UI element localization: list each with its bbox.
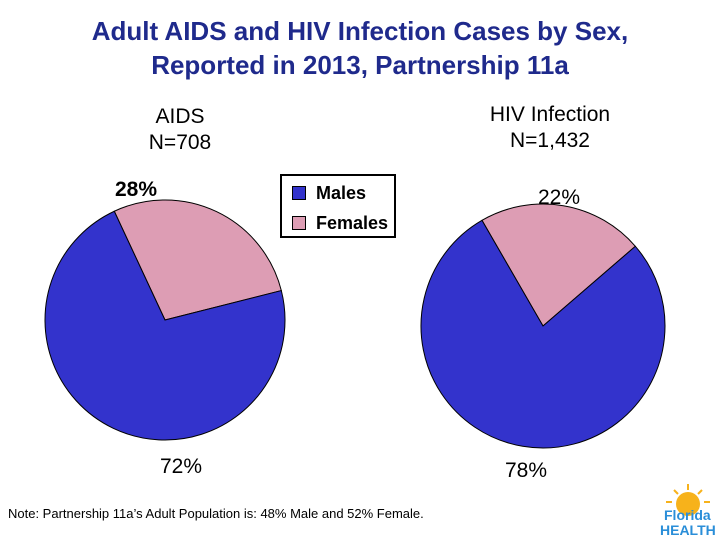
hiv-females-pct: 22%: [538, 186, 581, 209]
legend: Males Females: [280, 174, 396, 238]
title-line-2: Reported in 2013, Partnership 11a: [151, 50, 569, 80]
aids-slice-females: [113, 199, 282, 321]
florida-health-logo-icon: [666, 484, 710, 516]
aids-females-pct: 28%: [115, 178, 158, 201]
title-line-1: Adult AIDS and HIV Infection Cases by Se…: [91, 16, 629, 46]
legend-item-females: Females: [292, 212, 388, 234]
hiv-slice-females: [481, 203, 637, 327]
aids-slice-males: [44, 210, 286, 441]
aids-males-pct: 72%: [160, 455, 203, 478]
hiv-pie-label: HIV Infection N=1,432: [470, 102, 630, 154]
legend-item-males: Males: [292, 182, 366, 204]
hiv-males-pct: 78%: [505, 459, 548, 482]
aids-pie: [44, 199, 286, 441]
logo-text-florida: Florida: [664, 507, 711, 523]
aids-pie-title: AIDS: [155, 105, 205, 128]
legend-swatch-males: [292, 186, 306, 200]
hiv-pie: [420, 203, 666, 449]
aids-pie-label: AIDS N=708: [120, 104, 240, 156]
hiv-slice-males: [420, 219, 666, 449]
chart-title: Adult AIDS and HIV Infection Cases by Se…: [0, 14, 720, 82]
logo-text-health: HEALTH: [660, 522, 716, 538]
hiv-pie-count: N=1,432: [510, 129, 590, 152]
legend-swatch-females: [292, 216, 306, 230]
footnote: Note: Partnership 11a’s Adult Population…: [8, 506, 424, 521]
hiv-pie-title: HIV Infection: [489, 103, 611, 126]
aids-pie-count: N=708: [148, 131, 212, 154]
legend-label-males: Males: [316, 182, 367, 203]
legend-label-females: Females: [316, 212, 389, 233]
